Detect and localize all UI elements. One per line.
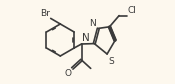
Text: N: N (82, 33, 90, 43)
Text: S: S (108, 57, 114, 66)
Text: O: O (65, 69, 72, 78)
Text: N: N (89, 19, 96, 28)
Text: Br: Br (40, 9, 50, 18)
Text: Cl: Cl (127, 6, 136, 15)
